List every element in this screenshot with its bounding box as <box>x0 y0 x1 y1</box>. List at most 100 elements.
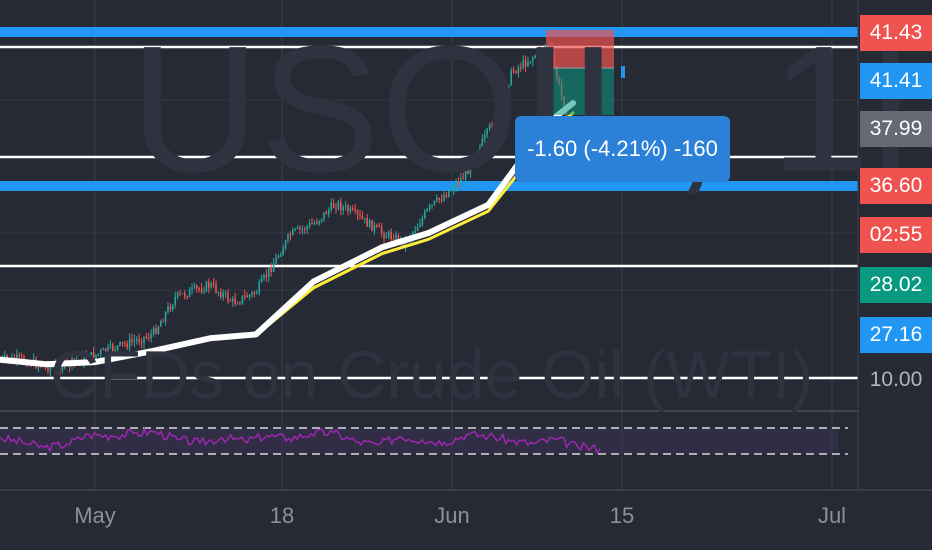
candle-body-217 <box>520 67 522 69</box>
candle-body-144 <box>344 205 347 207</box>
candle-body-20 <box>47 366 49 372</box>
candle-body-130 <box>311 223 313 225</box>
candle-body-69 <box>164 312 167 322</box>
price-tag-last-close[interactable]: 37.99 <box>860 111 932 147</box>
candle-body-148 <box>354 209 356 211</box>
candle-body-127 <box>304 228 306 230</box>
candle-body-42 <box>100 350 102 354</box>
position-stop-zone <box>546 30 614 68</box>
candle-body-108 <box>258 282 260 293</box>
candle-body-193 <box>462 178 464 180</box>
candle-body-143 <box>342 206 344 211</box>
candle-body-112 <box>268 267 270 277</box>
candle-body-86 <box>205 281 208 292</box>
candle-body-184 <box>440 199 443 201</box>
candle-body-45 <box>107 346 109 353</box>
candle-body-196 <box>469 167 472 175</box>
candle-body-154 <box>368 219 371 227</box>
candle-body-221 <box>529 61 532 63</box>
oscillator-line <box>0 427 601 455</box>
candle-body-101 <box>241 295 244 304</box>
candle-body-177 <box>424 211 426 218</box>
candle-body-224 <box>536 49 539 56</box>
candle-body-194 <box>464 169 467 180</box>
candle-body-122 <box>292 229 294 236</box>
candle-body-220 <box>527 62 529 67</box>
candle-body-67 <box>160 321 162 327</box>
candle-body-71 <box>169 306 172 310</box>
candle-body-169 <box>404 240 407 246</box>
candle-body-202 <box>484 134 486 139</box>
candle-body-181 <box>433 200 436 205</box>
candle-body-89 <box>212 283 215 285</box>
candle-body-26 <box>61 367 64 371</box>
candle-body-180 <box>431 204 433 206</box>
candle-body-141 <box>337 201 340 209</box>
candle-body-163 <box>390 231 392 240</box>
short-position-tool[interactable] <box>546 30 625 115</box>
position-handle <box>621 66 625 78</box>
price-tag-level-blue[interactable]: 27.16 <box>860 317 932 353</box>
candle-body-51 <box>121 341 124 344</box>
candle-body-70 <box>167 306 169 313</box>
candle-body-59 <box>140 342 143 344</box>
candle-body-223 <box>534 55 536 58</box>
candle-body-129 <box>308 223 311 227</box>
candle-body-165 <box>395 235 397 243</box>
candle-body-186 <box>445 195 448 197</box>
candle-body-155 <box>371 219 373 232</box>
candle-body-41 <box>97 353 100 355</box>
candle-body-175 <box>419 224 421 227</box>
price-tag-resistance[interactable]: 41.43 <box>860 15 932 51</box>
candle-body-85 <box>203 291 205 293</box>
candle-body-162 <box>388 231 390 237</box>
candle-body-179 <box>428 205 431 209</box>
candle-body-203 <box>486 128 488 135</box>
candle-body-189 <box>452 189 455 191</box>
candle-body-137 <box>328 210 330 215</box>
candle-body-83 <box>198 288 200 290</box>
candle-body-118 <box>282 248 284 256</box>
candle-body-201 <box>481 138 484 147</box>
candle-body-103 <box>246 295 248 298</box>
candle-body-116 <box>277 256 280 258</box>
candle-body-90 <box>215 284 217 293</box>
candle-body-191 <box>457 182 460 185</box>
candle-body-61 <box>145 336 148 338</box>
candle-body-107 <box>256 292 258 294</box>
candle-body-140 <box>335 207 337 209</box>
price-tag-current-alt[interactable]: 41.41 <box>860 63 932 99</box>
candle-body-79 <box>188 289 191 298</box>
measure-label[interactable]: -1.60 (-4.21%) -160 <box>515 116 730 182</box>
candle-body-115 <box>275 257 277 264</box>
horizontal-levels[interactable] <box>0 27 858 380</box>
candle-body-210 <box>503 91 505 94</box>
x-tick-15: 15 <box>609 503 635 528</box>
candle-body-49 <box>116 345 119 350</box>
candle-body-84 <box>200 288 203 292</box>
x-tick-jun: Jun <box>434 503 470 528</box>
candle-body-8 <box>18 354 20 356</box>
price-tag-support[interactable]: 36.60 <box>860 168 932 204</box>
candle-body-136 <box>325 212 328 215</box>
candle-body-214 <box>512 70 515 72</box>
candle-body-93 <box>222 293 224 298</box>
candle-body-117 <box>280 255 282 257</box>
candle-body-198 <box>474 158 476 165</box>
price-tag-level-green[interactable]: 28.02 <box>860 267 932 303</box>
candle-body-106 <box>253 292 256 294</box>
grid <box>0 0 932 491</box>
candle-body-212 <box>508 85 510 91</box>
candle-body-46 <box>109 344 112 347</box>
candle-body-219 <box>524 59 527 67</box>
candle-body-195 <box>467 169 469 175</box>
price-label-bottom: 10.00 <box>869 368 923 391</box>
candle-body-57 <box>136 339 138 341</box>
candle-body-21 <box>49 366 52 372</box>
candle-body-190 <box>455 182 457 190</box>
candle-body-10 <box>23 356 25 362</box>
candle-body-55 <box>131 338 133 342</box>
candle-body-76 <box>181 293 184 295</box>
candle-body-75 <box>179 292 181 294</box>
